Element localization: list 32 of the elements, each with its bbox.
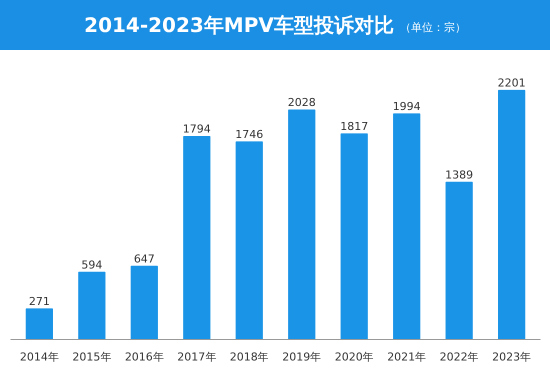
x-tick-label: 2018年: [230, 350, 269, 364]
bar: [26, 308, 53, 340]
x-tick-label: 2014年: [20, 350, 59, 364]
bar: [236, 141, 263, 340]
data-label: 1389: [445, 168, 474, 182]
bar: [78, 272, 106, 340]
bar: [130, 266, 158, 340]
data-label: 1794: [182, 122, 211, 136]
x-tick-label: 2019年: [282, 350, 322, 364]
x-tick-label: 2017年: [177, 350, 216, 364]
x-tick-label: 2021年: [387, 350, 426, 364]
data-label: 647: [134, 252, 155, 266]
data-label: 2028: [288, 96, 316, 109]
data-label: 1746: [235, 128, 264, 141]
bar: [446, 182, 473, 340]
data-label: 2201: [498, 76, 526, 90]
data-label: 1817: [340, 120, 368, 133]
data-label: 271: [28, 294, 50, 308]
x-tick-label: 2015年: [72, 350, 112, 364]
bar: [393, 113, 420, 340]
data-label: 1994: [392, 100, 421, 113]
chart-title: 2014-2023年MPV车型投诉对比: [84, 12, 394, 39]
x-tick-label: 2022年: [440, 350, 479, 364]
bar: [340, 133, 368, 340]
bar: [183, 136, 210, 340]
chart-subtitle: （单位：宗）: [400, 20, 466, 36]
bar: [498, 90, 526, 340]
x-tick-label: 2016年: [124, 350, 164, 364]
x-tick-label: 2020年: [334, 350, 374, 364]
x-tick-label: 2023年: [492, 350, 532, 364]
data-label: 594: [81, 258, 102, 272]
bar: [288, 109, 316, 340]
